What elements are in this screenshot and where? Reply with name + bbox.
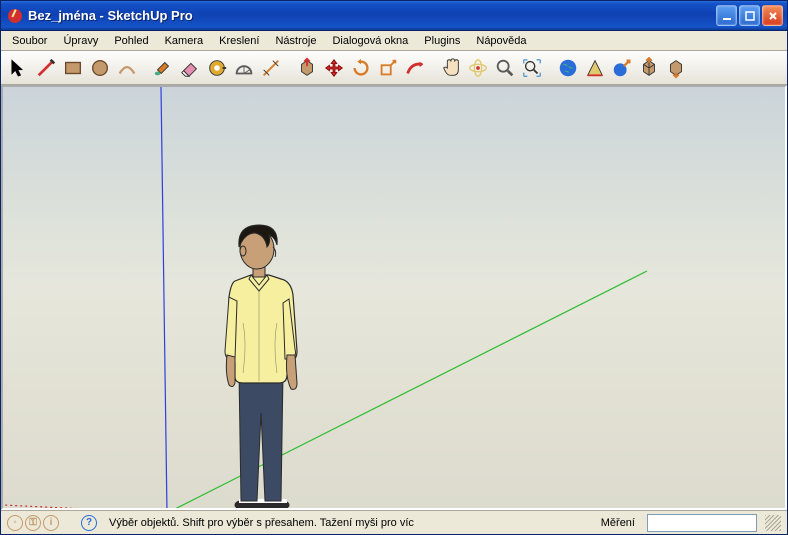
help-icon[interactable]: ? <box>81 515 97 531</box>
tool-rotate[interactable] <box>348 55 374 81</box>
tool-circle[interactable] <box>87 55 113 81</box>
tool-arc[interactable] <box>114 55 140 81</box>
close-button[interactable] <box>762 5 783 26</box>
menu-dialogova[interactable]: Dialogová okna <box>325 33 415 49</box>
maximize-button[interactable] <box>739 5 760 26</box>
toolbar <box>1 51 787 85</box>
tool-share[interactable] <box>663 55 689 81</box>
tool-scale[interactable] <box>375 55 401 81</box>
status-icons: ◦ ⚿ i <box>7 515 59 531</box>
tool-tape[interactable] <box>204 55 230 81</box>
tool-select[interactable] <box>6 55 32 81</box>
app-icon <box>7 8 23 24</box>
tool-eraser[interactable] <box>177 55 203 81</box>
menu-pohled[interactable]: Pohled <box>107 33 155 49</box>
menu-kamera[interactable]: Kamera <box>158 33 211 49</box>
tool-move[interactable] <box>321 55 347 81</box>
tool-get-models[interactable] <box>636 55 662 81</box>
window-buttons <box>716 5 783 26</box>
menu-napoveda[interactable]: Nápověda <box>469 33 533 49</box>
person-icon[interactable]: ◦ <box>7 515 23 531</box>
tool-pushpull[interactable] <box>294 55 320 81</box>
tool-dimension[interactable] <box>258 55 284 81</box>
scale-figure <box>3 87 787 510</box>
tool-pan[interactable] <box>438 55 464 81</box>
tool-export[interactable] <box>609 55 635 81</box>
key-icon[interactable]: ⚿ <box>25 515 41 531</box>
tool-earth[interactable] <box>555 55 581 81</box>
menu-upravy[interactable]: Úpravy <box>56 33 105 49</box>
menu-kresleni[interactable]: Kreslení <box>212 33 266 49</box>
app-window: Bez_jména - SketchUp Pro Soubor Úpravy P… <box>0 0 788 535</box>
viewport-3d[interactable] <box>1 85 787 510</box>
tool-place[interactable] <box>582 55 608 81</box>
menu-nastroje[interactable]: Nástroje <box>268 33 323 49</box>
menu-soubor[interactable]: Soubor <box>5 33 54 49</box>
tool-orbit[interactable] <box>465 55 491 81</box>
status-hint: Výběr objektů. Shift pro výběr s přesahe… <box>105 517 589 529</box>
tool-line[interactable] <box>33 55 59 81</box>
tool-zoom-extents[interactable] <box>519 55 545 81</box>
measure-label: Měření <box>597 517 639 529</box>
tool-zoom[interactable] <box>492 55 518 81</box>
menu-plugins[interactable]: Plugins <box>417 33 467 49</box>
measure-input[interactable] <box>647 514 757 532</box>
tool-paint[interactable] <box>150 55 176 81</box>
window-title: Bez_jména - SketchUp Pro <box>28 8 716 23</box>
tool-rectangle[interactable] <box>60 55 86 81</box>
menubar: Soubor Úpravy Pohled Kamera Kreslení Nás… <box>1 31 787 51</box>
minimize-button[interactable] <box>716 5 737 26</box>
tool-protractor[interactable] <box>231 55 257 81</box>
resize-grip[interactable] <box>765 515 781 531</box>
info-icon[interactable]: i <box>43 515 59 531</box>
tool-followme[interactable] <box>402 55 428 81</box>
statusbar: ◦ ⚿ i ? Výběr objektů. Shift pro výběr s… <box>1 510 787 534</box>
titlebar[interactable]: Bez_jména - SketchUp Pro <box>1 1 787 31</box>
